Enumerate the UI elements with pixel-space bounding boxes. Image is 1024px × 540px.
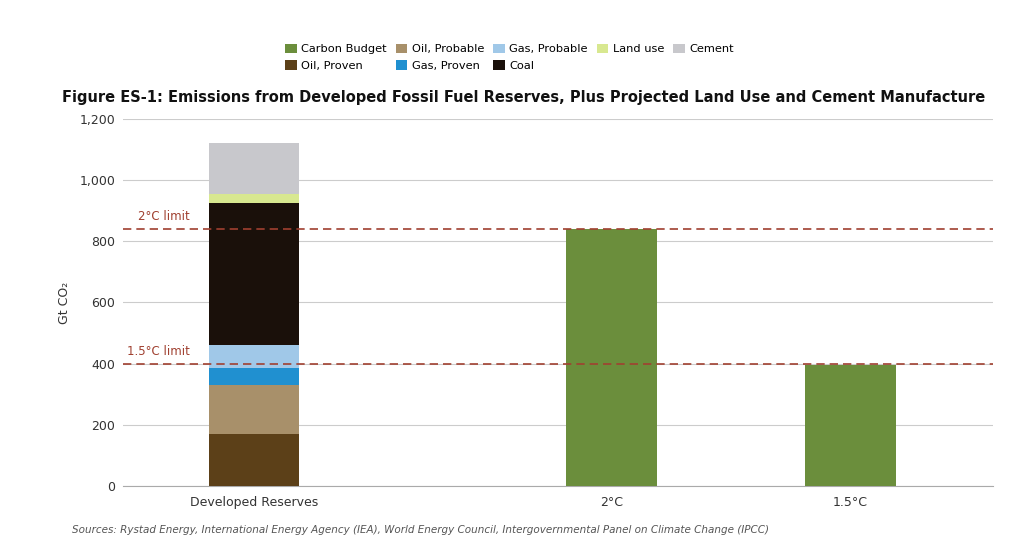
Bar	[566, 229, 657, 486]
Legend: Carbon Budget, Oil, Proven, Oil, Probable, Gas, Proven, Gas, Probable, Coal, Lan: Carbon Budget, Oil, Proven, Oil, Probabl…	[286, 44, 734, 71]
Bar	[209, 434, 299, 486]
Text: Sources: Rystad Energy, International Energy Agency (IEA), World Energy Council,: Sources: Rystad Energy, International En…	[72, 524, 769, 535]
Text: Figure ES-1: Emissions from Developed Fossil Fuel Reserves, Plus Projected Land : Figure ES-1: Emissions from Developed Fo…	[61, 90, 985, 105]
Text: 1.5°C limit: 1.5°C limit	[127, 345, 189, 358]
Bar	[805, 365, 896, 486]
Bar	[209, 368, 299, 385]
Bar	[209, 194, 299, 203]
Bar	[209, 345, 299, 368]
Y-axis label: Gt CO₂: Gt CO₂	[58, 281, 71, 323]
Bar	[209, 203, 299, 345]
Text: 2°C limit: 2°C limit	[138, 211, 189, 224]
Bar	[209, 385, 299, 434]
Bar	[209, 143, 299, 194]
